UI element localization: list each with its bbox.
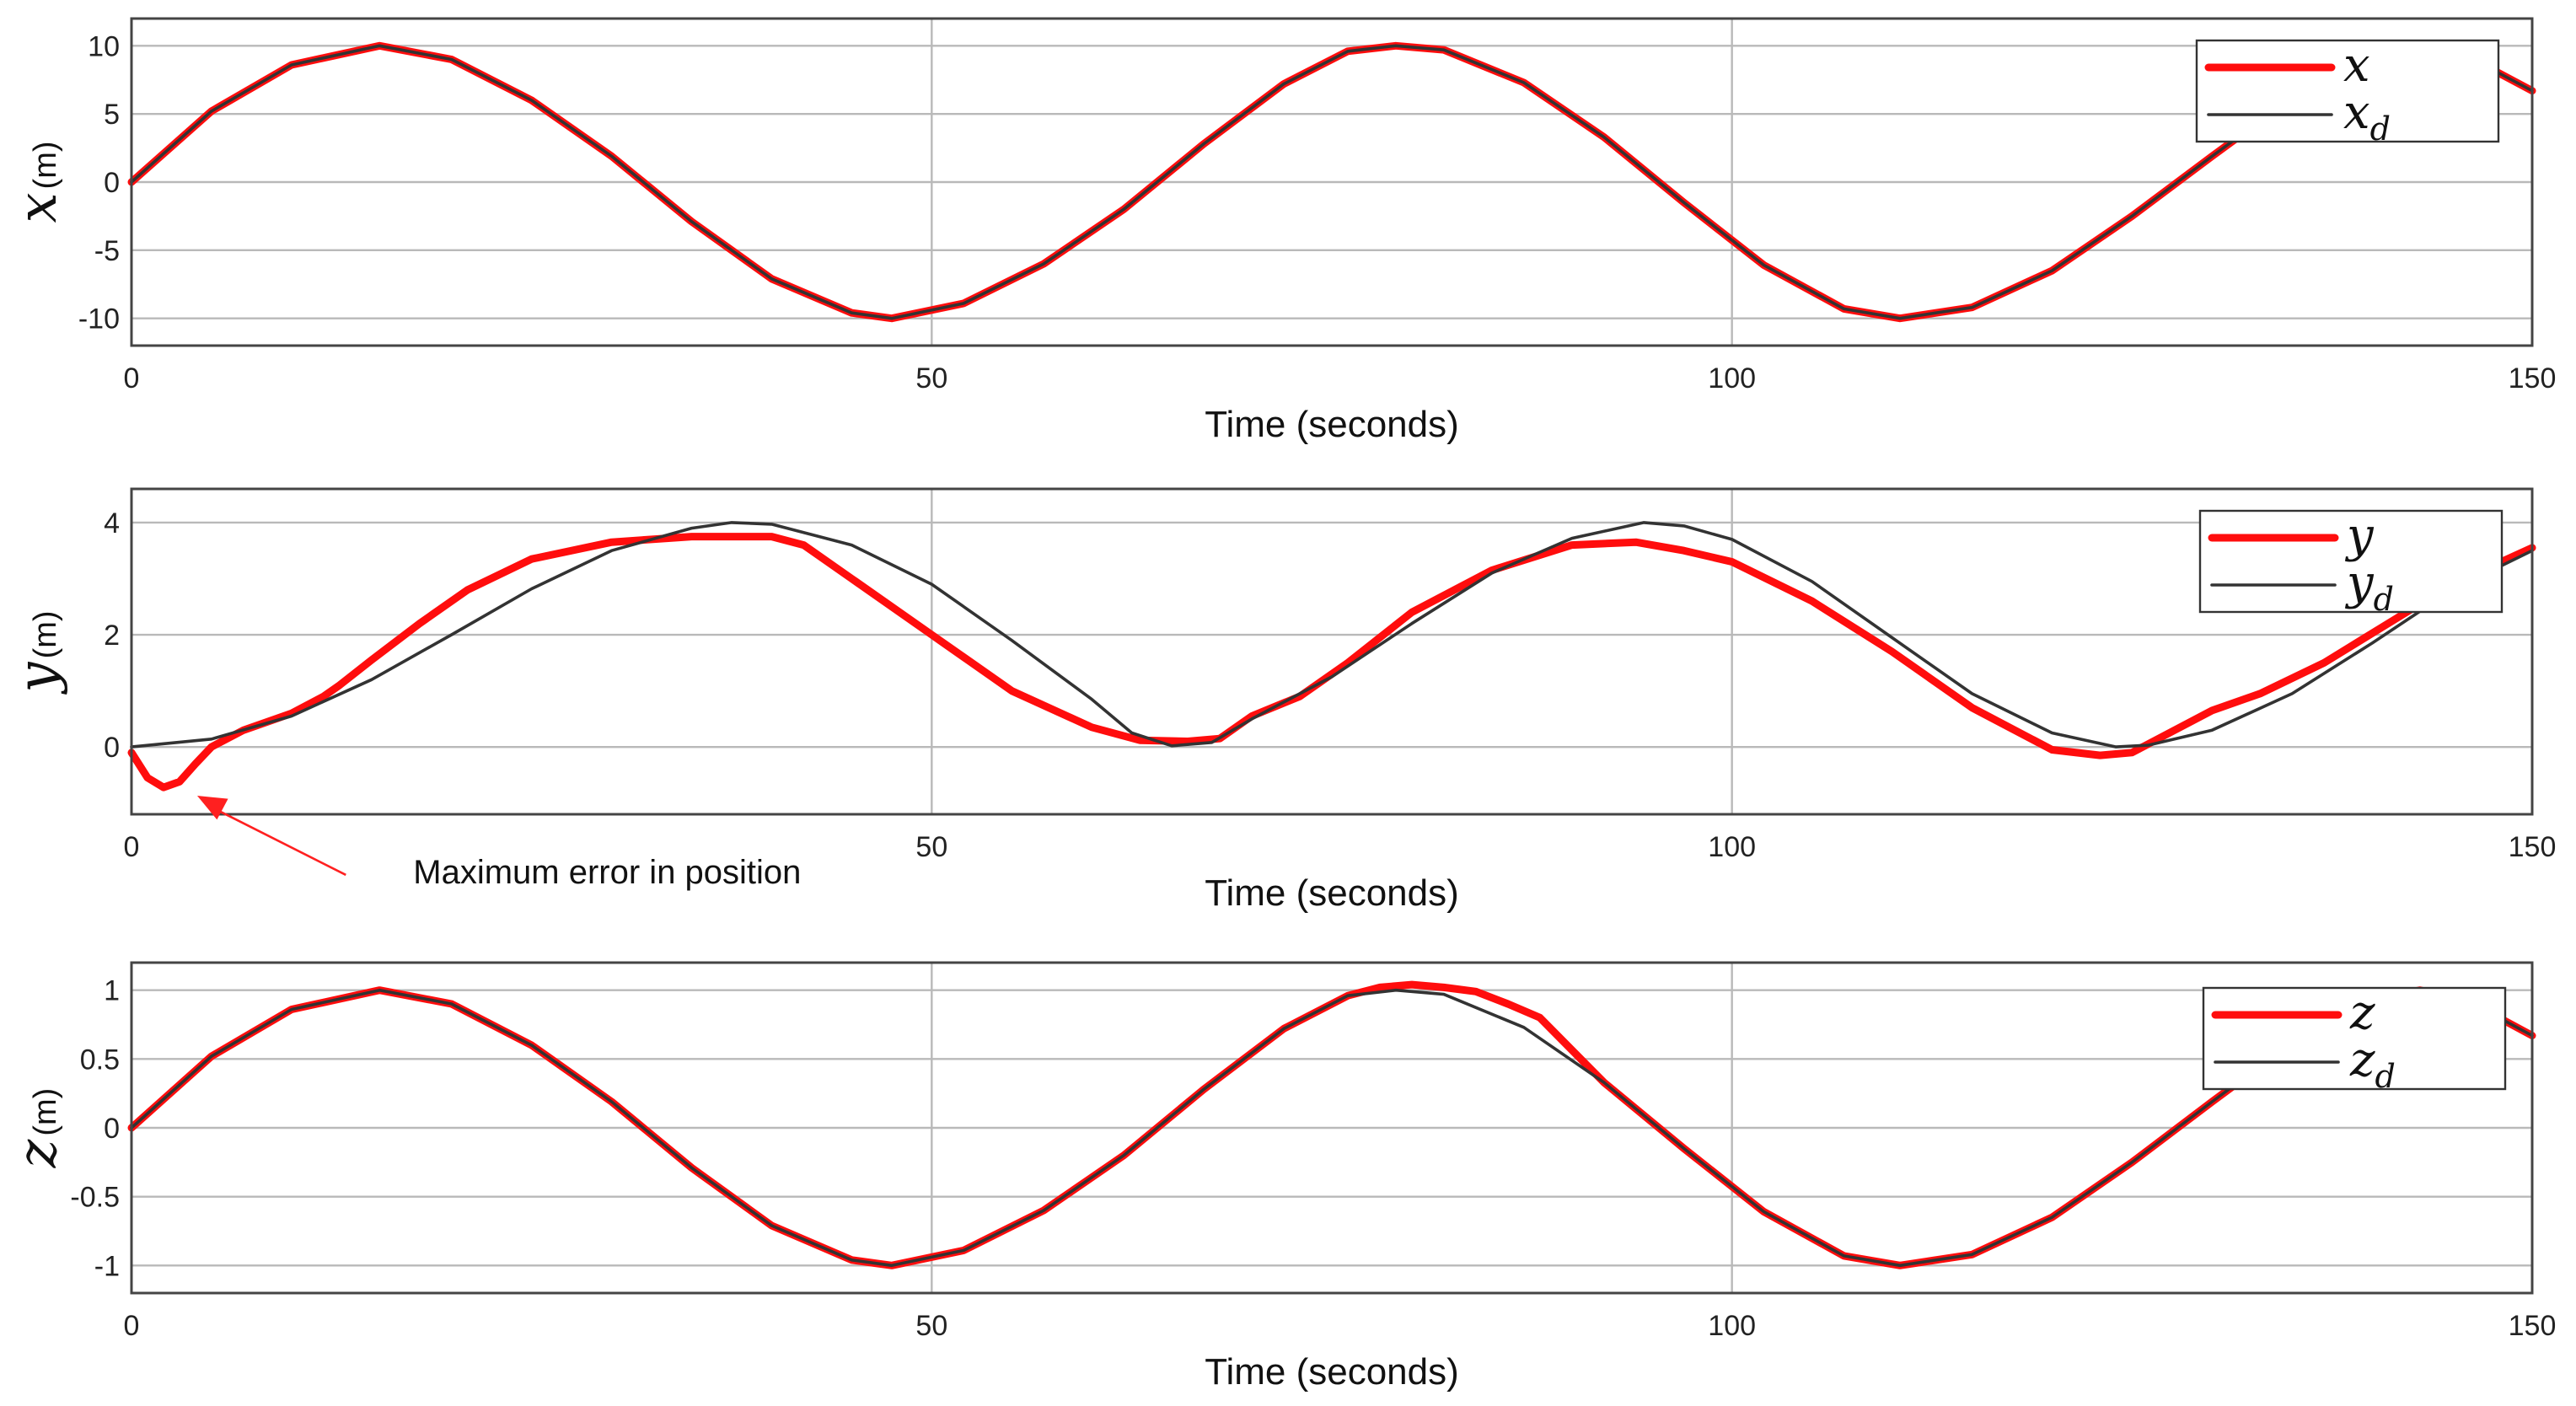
y-tick-label: -1 <box>94 1250 120 1282</box>
x-tick-label: 0 <box>124 1310 140 1342</box>
y-tick-label: -5 <box>94 235 120 267</box>
x-tick-label: 0 <box>124 362 140 394</box>
legend-entry-label: yd <box>2344 555 2394 618</box>
y-tick-label: 1 <box>104 975 120 1007</box>
legend-box <box>2198 509 2504 614</box>
legend-entry-label: zd <box>2349 1033 2396 1095</box>
y-tick-label: 2 <box>104 620 120 652</box>
y-tick-label: 4 <box>104 507 120 539</box>
x-tick-label: 150 <box>2509 362 2557 394</box>
series-line-x-d <box>130 44 2534 320</box>
legend-entry-label: y <box>2344 508 2375 563</box>
x-axis-label: Time (seconds) <box>1205 404 1459 445</box>
y-tick-label: 0 <box>104 167 120 199</box>
legend-entry-label: z <box>2349 985 2375 1040</box>
legend: zzd <box>2202 985 2507 1095</box>
y-tick-label: -0.5 <box>70 1182 120 1214</box>
plot-border <box>130 487 2534 816</box>
y-axis-label: y(m) <box>7 610 69 695</box>
annotation-arrowhead <box>196 796 228 820</box>
y-tick-label: 10 <box>88 30 120 62</box>
x-tick-label: 50 <box>915 831 947 863</box>
legend-box <box>2202 986 2507 1091</box>
y-tick-label: 0 <box>104 732 120 764</box>
y-tick-label: 0.5 <box>80 1044 120 1076</box>
y-tick-label: 5 <box>104 99 120 131</box>
legend: yyd <box>2198 508 2504 618</box>
plot-area <box>130 487 2534 816</box>
x-tick-label: 100 <box>1708 831 1756 863</box>
annotation-arrow <box>205 802 346 877</box>
y-tick-label: -10 <box>78 303 120 335</box>
plot-border <box>130 17 2534 347</box>
legend: xxd <box>2195 38 2500 148</box>
x-tick-label: 50 <box>915 362 947 394</box>
legend-box <box>2195 39 2500 143</box>
y-axis-label: z(m) <box>7 1088 69 1169</box>
x-tick-label: 100 <box>1708 1310 1756 1342</box>
x-axis-label: Time (seconds) <box>1205 1351 1459 1393</box>
y-tick-label: 0 <box>104 1113 120 1145</box>
x-axis-label: Time (seconds) <box>1205 872 1459 914</box>
annotation: Maximum error in position <box>196 796 801 891</box>
series-line-y <box>127 533 2536 792</box>
plot-border <box>130 961 2534 1295</box>
x-tick-label: 50 <box>915 1310 947 1342</box>
x-tick-label: 0 <box>124 831 140 863</box>
subplot-y: 4 2 0 0 50 100 150 Time (seconds) y(m) yyd Maximum… <box>7 487 2557 914</box>
y-axis-label: x(m) <box>7 141 69 223</box>
series-line-z-d <box>130 988 2534 1268</box>
legend-entry-label: xd <box>2343 85 2391 148</box>
legend-entry-label: x <box>2343 38 2370 93</box>
series-line-y-d <box>130 521 2534 749</box>
x-tick-label: 100 <box>1708 362 1756 394</box>
x-tick-label: 150 <box>2509 831 2557 863</box>
x-tick-label: 150 <box>2509 1310 2557 1342</box>
annotation-label: Maximum error in position <box>413 854 801 891</box>
